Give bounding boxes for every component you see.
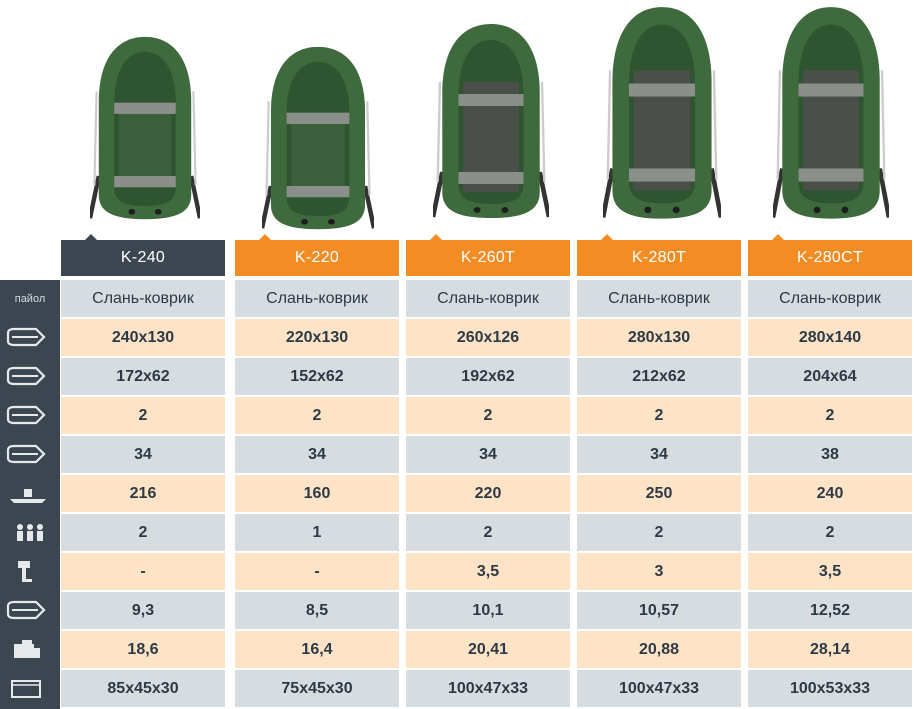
boat-image-k-280t: [603, 7, 721, 219]
table-cell: -: [61, 553, 225, 590]
tab-pointer: [601, 234, 613, 240]
chambers-icon: [6, 405, 46, 425]
table-cell: Слань-коврик: [61, 280, 225, 317]
table-cell: 220x130: [235, 319, 399, 356]
table-cell: Слань-коврик: [577, 280, 741, 317]
table-cell: 16,4: [235, 631, 399, 668]
table-cell: 2: [61, 514, 225, 551]
model-tab-label: K-220: [294, 249, 340, 266]
model-tab-k-220[interactable]: K-220: [235, 234, 399, 276]
tab-pointer: [430, 234, 442, 240]
model-tab-label: K-240: [120, 249, 166, 266]
people-icon: [17, 524, 43, 541]
tube-diameter-icon: [6, 444, 46, 464]
table-cell: 28,14: [748, 631, 912, 668]
table-cell: Слань-коврик: [235, 280, 399, 317]
table-cell: 18,6: [61, 631, 225, 668]
model-tab-k-260t[interactable]: K-260T: [406, 234, 570, 276]
load-capacity-icon: [10, 489, 46, 503]
table-cell: 34: [61, 436, 225, 473]
table-cell: 240: [748, 475, 912, 512]
table-cell: 20,88: [577, 631, 741, 668]
table-cell: 152x62: [235, 358, 399, 395]
boat-weight-icon: [6, 600, 46, 620]
model-tab-k-280ct[interactable]: K-280CT: [748, 234, 912, 276]
row-label-floor: пайол: [14, 292, 46, 305]
table-cell: 85x45x30: [61, 670, 225, 707]
table-cell: 75x45x30: [235, 670, 399, 707]
boat-image-k-220: [262, 46, 374, 230]
length-width-icon: [6, 327, 46, 347]
kit-weight-icon: [14, 640, 40, 658]
boat-image-k-240: [90, 36, 200, 220]
table-cell: 280x140: [748, 319, 912, 356]
motor-power-icon: [18, 561, 32, 582]
table-cell: 100x47x33: [406, 670, 570, 707]
tab-pointer: [772, 234, 784, 240]
table-cell: 100x53x33: [748, 670, 912, 707]
model-tab-label: K-260T: [460, 249, 516, 266]
table-cell: 9,3: [61, 592, 225, 629]
table-cell: 2: [748, 514, 912, 551]
table-cell: 34: [235, 436, 399, 473]
model-tab-k-280t[interactable]: K-280T: [577, 234, 741, 276]
table-cell: 240x130: [61, 319, 225, 356]
boat-image-k-260t: [433, 24, 549, 218]
inner-size-icon: [6, 366, 46, 386]
table-cell: 10,1: [406, 592, 570, 629]
table-cell: 2: [577, 514, 741, 551]
boat-image-k-280ct: [773, 7, 889, 219]
table-cell: 2: [235, 397, 399, 434]
table-cell: 10,57: [577, 592, 741, 629]
table-cell: Слань-коврик: [406, 280, 570, 317]
table-cell: 280x130: [577, 319, 741, 356]
tab-pointer: [259, 234, 271, 240]
table-cell: 172x62: [61, 358, 225, 395]
table-cell: 192x62: [406, 358, 570, 395]
model-tab-label: K-280CT: [796, 249, 864, 266]
table-cell: 260x126: [406, 319, 570, 356]
table-cell: 34: [406, 436, 570, 473]
table-cell: 1: [235, 514, 399, 551]
model-tab-k-240[interactable]: K-240: [61, 234, 225, 276]
table-cell: 2: [577, 397, 741, 434]
table-cell: 212x62: [577, 358, 741, 395]
table-cell: 34: [577, 436, 741, 473]
table-cell: 3: [577, 553, 741, 590]
table-cell: 12,52: [748, 592, 912, 629]
tab-pointer: [85, 234, 97, 240]
table-cell: 3,5: [748, 553, 912, 590]
table-cell: 2: [406, 397, 570, 434]
package-size-icon: [11, 680, 41, 698]
table-cell: Слань-коврик: [748, 280, 912, 317]
table-cell: 100x47x33: [577, 670, 741, 707]
model-tab-label: K-280T: [631, 249, 687, 266]
table-cell: 3,5: [406, 553, 570, 590]
table-cell: 2: [748, 397, 912, 434]
table-cell: 20,41: [406, 631, 570, 668]
table-cell: 204x64: [748, 358, 912, 395]
table-cell: 220: [406, 475, 570, 512]
table-cell: 250: [577, 475, 741, 512]
table-cell: 2: [406, 514, 570, 551]
table-cell: 160: [235, 475, 399, 512]
table-cell: -: [235, 553, 399, 590]
table-cell: 216: [61, 475, 225, 512]
table-cell: 2: [61, 397, 225, 434]
table-cell: 8,5: [235, 592, 399, 629]
table-cell: 38: [748, 436, 912, 473]
